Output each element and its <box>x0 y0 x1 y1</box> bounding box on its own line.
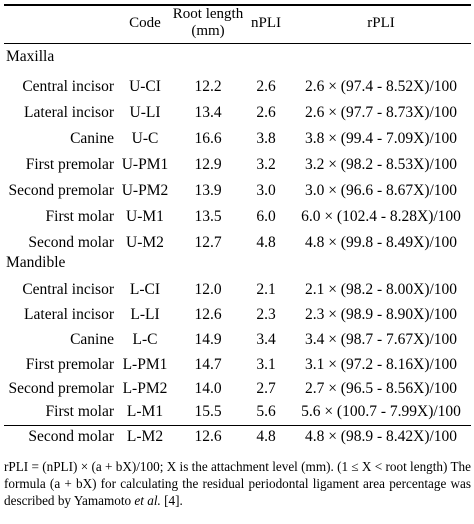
footnote-reference: [4]. <box>160 493 183 508</box>
npli-value: 3.8 <box>256 130 276 147</box>
header-root-length-line1: Root length <box>172 6 244 22</box>
root-length: 14.0 <box>194 380 222 397</box>
tooth-name: Second premolar <box>8 182 114 199</box>
table-row: Lateral incisor L-LI 12.6 2.3 2.3 × (98.… <box>0 302 474 328</box>
rpli-formula: 3.8 × (99.4 - 7.09X)/100 <box>304 130 458 147</box>
root-length: 12.2 <box>194 78 222 95</box>
header-rpli: rPLI <box>367 15 395 31</box>
table-row: First premolar L-PM1 14.7 3.1 3.1 × (97.… <box>0 352 474 378</box>
group-label-mandible: Mandible <box>6 254 66 271</box>
tooth-name: Central incisor <box>22 78 114 95</box>
table-row: First molar U-M1 13.5 6.0 6.0 × (102.4 -… <box>0 204 474 230</box>
tooth-name: Canine <box>70 331 114 348</box>
npli-value: 5.6 <box>256 403 276 420</box>
npli-value: 3.4 <box>256 331 276 348</box>
npli-value: 4.8 <box>256 428 276 445</box>
npli-value: 2.6 <box>256 104 276 121</box>
tooth-name: First molar <box>45 403 114 420</box>
tooth-name: Second molar <box>28 428 114 445</box>
header-root-length: Root length (mm) <box>170 6 246 40</box>
table-footnote: rPLI = (nPLI) × (a + bX)/100; X is the a… <box>4 458 471 509</box>
root-length: 15.5 <box>194 403 222 420</box>
tooth-code: U-M1 <box>126 208 164 225</box>
npli-value: 2.7 <box>256 380 276 397</box>
table-row: Second molar U-M2 12.7 4.8 4.8 × (99.8 -… <box>0 230 474 256</box>
rpli-formula: 2.1 × (98.2 - 8.00X)/100 <box>304 281 458 298</box>
tooth-code: U-PM1 <box>121 156 169 173</box>
root-length: 13.5 <box>194 208 222 225</box>
rpli-formula: 3.0 × (96.6 - 8.67X)/100 <box>304 182 458 199</box>
tooth-name: First molar <box>45 208 114 225</box>
root-length: 14.7 <box>194 356 222 373</box>
tooth-name: First premolar <box>25 156 114 173</box>
rpli-formula: 5.6 × (100.7 - 7.99X)/100 <box>301 403 461 420</box>
rpli-formula: 4.8 × (99.8 - 8.49X)/100 <box>304 234 458 251</box>
root-length: 14.9 <box>194 331 222 348</box>
rpli-formula: 3.1 × (97.2 - 8.16X)/100 <box>304 356 458 373</box>
footnote-text: rPLI = (nPLI) × (a + bX)/100; X is the a… <box>4 459 471 508</box>
header-root-length-line2: (mm) <box>191 23 225 39</box>
header-bottom-rule <box>4 43 471 44</box>
tooth-code: L-LI <box>130 306 160 323</box>
tooth-name: Second molar <box>28 234 114 251</box>
tooth-code: L-CI <box>129 281 161 298</box>
tooth-code: L-C <box>132 331 158 348</box>
tooth-name: Canine <box>70 130 114 147</box>
table-row: Canine L-C 14.9 3.4 3.4 × (98.7 - 7.67X)… <box>0 327 474 353</box>
root-length: 12.7 <box>194 234 222 251</box>
tooth-name: Lateral incisor <box>24 104 114 121</box>
npli-value: 3.2 <box>256 156 276 173</box>
rpli-formula: 2.6 × (97.7 - 8.73X)/100 <box>304 104 458 121</box>
tooth-name: First premolar <box>25 356 114 373</box>
npli-value: 4.8 <box>256 234 276 251</box>
rpli-formula: 6.0 × (102.4 - 8.28X)/100 <box>301 208 461 225</box>
table-row: Second molar L-M2 12.6 4.8 4.8 × (98.9 -… <box>0 424 474 450</box>
root-length: 12.0 <box>194 281 222 298</box>
root-length: 13.9 <box>194 182 222 199</box>
npli-value: 2.6 <box>256 78 276 95</box>
tooth-code: L-PM1 <box>122 356 168 373</box>
rpli-formula: 2.6 × (97.4 - 8.52X)/100 <box>304 78 458 95</box>
npli-value: 3.1 <box>256 356 276 373</box>
root-length: 12.9 <box>194 156 222 173</box>
tooth-code: L-M1 <box>126 403 164 420</box>
tooth-code: U-C <box>131 130 159 147</box>
group-label-maxilla: Maxilla <box>6 48 55 65</box>
rpli-formula: 2.3 × (98.9 - 8.90X)/100 <box>304 306 458 323</box>
npli-value: 6.0 <box>256 208 276 225</box>
tooth-code: U-LI <box>129 104 161 121</box>
rpli-formula: 3.2 × (98.2 - 8.53X)/100 <box>304 156 458 173</box>
rpli-formula: 2.7 × (96.5 - 8.56X)/100 <box>304 380 458 397</box>
table-top-rule <box>4 4 471 6</box>
tooth-code: L-M2 <box>126 428 164 445</box>
npli-value: 3.0 <box>256 182 276 199</box>
tooth-name: Central incisor <box>22 281 114 298</box>
rpli-formula: 4.8 × (98.9 - 8.42X)/100 <box>304 428 458 445</box>
table-row: Lateral incisor U-LI 13.4 2.6 2.6 × (97.… <box>0 100 474 126</box>
table-bottom-rule <box>4 425 471 426</box>
root-length: 12.6 <box>194 428 222 445</box>
tooth-name: Lateral incisor <box>24 306 114 323</box>
root-length: 13.4 <box>194 104 222 121</box>
table-row: Canine U-C 16.6 3.8 3.8 × (99.4 - 7.09X)… <box>0 126 474 152</box>
tooth-name: Second premolar <box>8 380 114 397</box>
table-row: Central incisor U-CI 12.2 2.6 2.6 × (97.… <box>0 74 474 100</box>
tooth-code: U-PM2 <box>121 182 169 199</box>
npli-value: 2.3 <box>256 306 276 323</box>
tooth-code: L-PM2 <box>122 380 168 397</box>
header-code: Code <box>129 15 161 31</box>
header-npli: nPLI <box>251 15 281 31</box>
footnote-et-al: et al. <box>134 493 161 508</box>
table-row: First molar L-M1 15.5 5.6 5.6 × (100.7 -… <box>0 399 474 425</box>
table-row: Second premolar L-PM2 14.0 2.7 2.7 × (96… <box>0 376 474 402</box>
root-length: 12.6 <box>194 306 222 323</box>
root-length: 16.6 <box>194 130 222 147</box>
table-row: Second premolar U-PM2 13.9 3.0 3.0 × (96… <box>0 178 474 204</box>
tooth-code: U-M2 <box>126 234 164 251</box>
npli-value: 2.1 <box>256 281 276 298</box>
rpli-formula: 3.4 × (98.7 - 7.67X)/100 <box>304 331 458 348</box>
table-row: Central incisor L-CI 12.0 2.1 2.1 × (98.… <box>0 277 474 303</box>
table-row: First premolar U-PM1 12.9 3.2 3.2 × (98.… <box>0 152 474 178</box>
tooth-code: U-CI <box>129 78 161 95</box>
